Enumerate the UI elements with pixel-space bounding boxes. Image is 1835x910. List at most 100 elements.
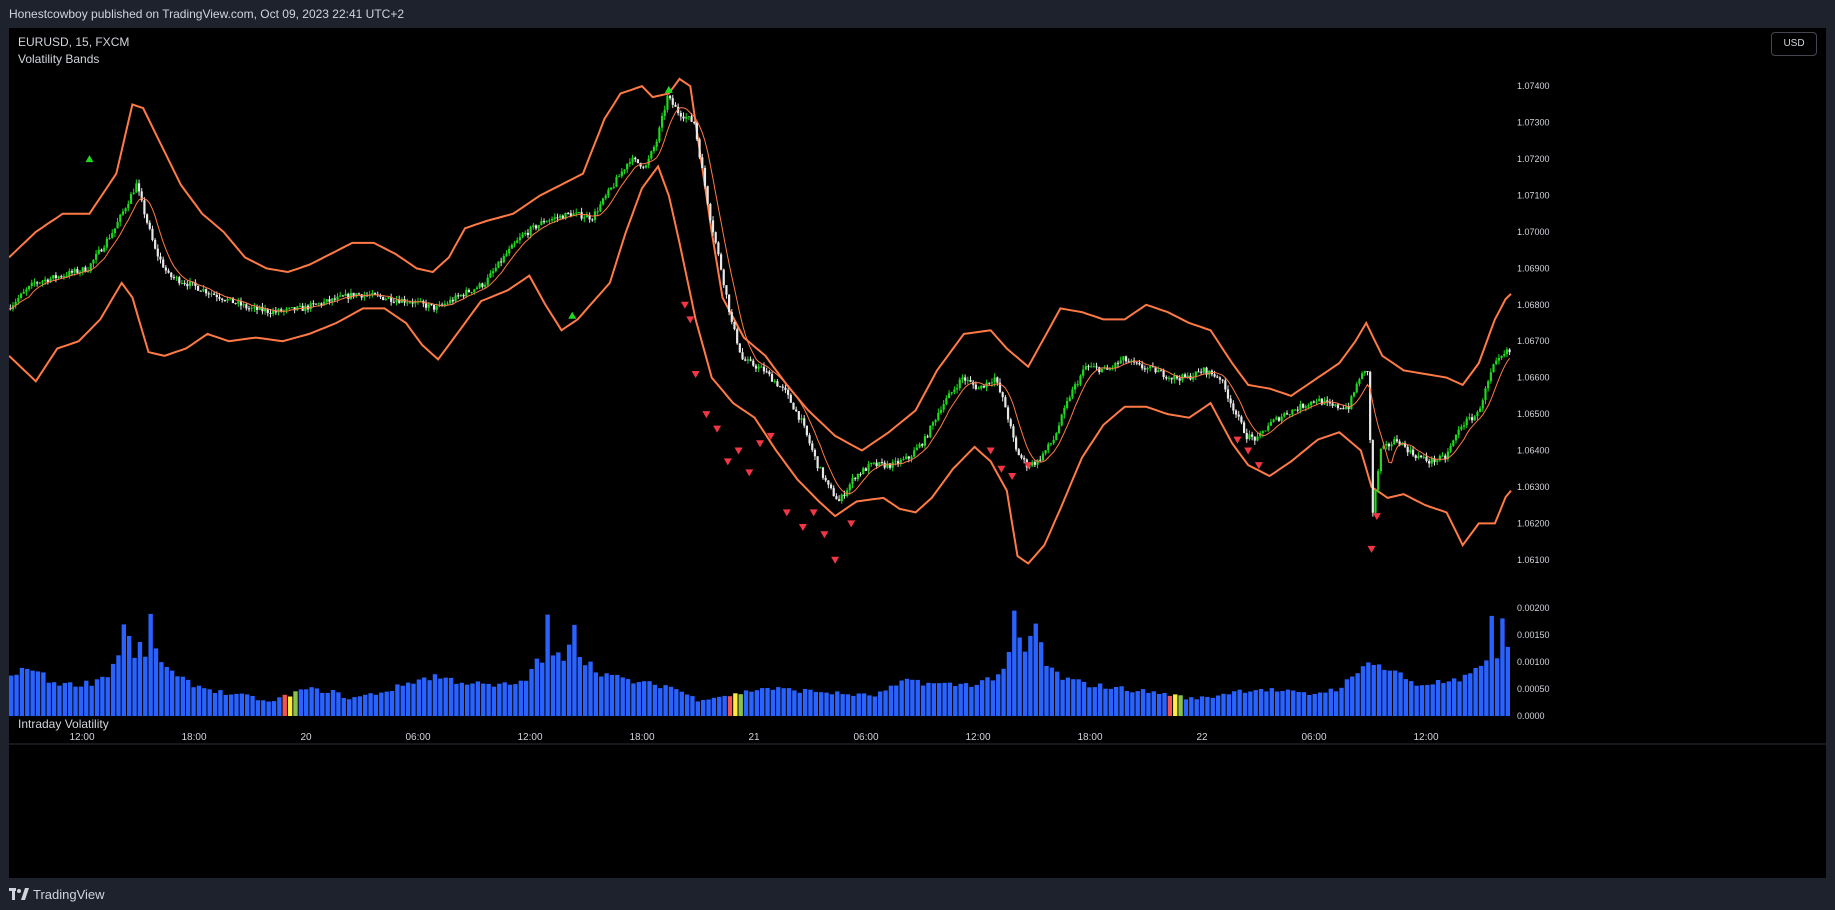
candle-body xyxy=(1441,455,1444,457)
candle-body xyxy=(459,294,462,297)
candle-body xyxy=(54,275,57,279)
candle-body xyxy=(253,306,256,308)
candle-body xyxy=(1251,434,1254,437)
candle-body xyxy=(526,232,530,236)
candle-body xyxy=(1403,443,1407,447)
candle-body xyxy=(789,394,792,403)
currency-button[interactable]: USD xyxy=(1771,32,1817,56)
candle-body xyxy=(821,467,825,478)
candle-body xyxy=(148,222,151,229)
volatility-bar xyxy=(625,679,631,716)
candle-body xyxy=(387,297,390,299)
candle-body xyxy=(797,411,800,420)
volatility-bar xyxy=(416,679,422,716)
candle-body xyxy=(824,477,827,481)
candle-body xyxy=(1417,455,1420,459)
volatility-bar xyxy=(663,685,668,716)
legend-volatility[interactable]: Intraday Volatility xyxy=(18,717,109,731)
legend-indicator[interactable]: Volatility Bands xyxy=(18,52,100,66)
volatility-bar xyxy=(1312,694,1317,716)
time-tick-label: 18:00 xyxy=(1077,732,1102,743)
volatility-bar xyxy=(770,689,776,716)
chart-canvas[interactable]: 1.07400 1.07300 1.07200 1.07100 1.07000 1.069… xyxy=(9,28,1826,878)
chart-area[interactable]: 1.07400 1.07300 1.07200 1.07100 1.07000 1.069… xyxy=(9,28,1826,878)
candle-body xyxy=(349,292,353,299)
candle-body xyxy=(542,220,546,223)
candle-body xyxy=(360,294,363,298)
volatility-bar xyxy=(1478,665,1484,716)
legend-symbol[interactable]: EURUSD, 15, FXCM xyxy=(18,35,130,49)
candle-body xyxy=(1108,368,1112,370)
volatility-bar xyxy=(411,683,416,716)
candle-body xyxy=(677,106,680,114)
candle-body xyxy=(1079,375,1082,385)
tradingview-logo[interactable]: TradingView xyxy=(9,885,105,903)
candle-body xyxy=(1001,392,1004,398)
candle-body xyxy=(856,473,859,479)
candle-body xyxy=(1068,397,1071,401)
volatility-bar xyxy=(304,689,309,716)
candle-body xyxy=(650,151,653,159)
volatility-bar xyxy=(1446,681,1451,716)
volatility-bar xyxy=(137,642,143,716)
volatility-bar xyxy=(330,690,336,716)
candle-body xyxy=(1031,462,1034,466)
volatility-bar xyxy=(1269,688,1274,716)
candle-body xyxy=(1366,371,1369,373)
candle-body xyxy=(722,269,725,286)
volatility-bar xyxy=(1291,690,1296,716)
candle-body xyxy=(1213,374,1216,377)
volatility-bar xyxy=(320,692,325,716)
volatility-bar xyxy=(1049,667,1055,716)
candle-body xyxy=(446,303,449,305)
volatility-bar xyxy=(164,667,169,716)
candle-body xyxy=(481,283,484,287)
candle-body xyxy=(805,425,808,436)
candle-body xyxy=(317,303,320,305)
candle-body xyxy=(749,359,752,361)
candle-body xyxy=(1379,448,1382,472)
volatility-bar xyxy=(1081,681,1087,716)
candle-body xyxy=(556,217,559,219)
candle-body xyxy=(1385,443,1388,446)
volatility-bar xyxy=(550,655,556,716)
candle-body xyxy=(736,329,739,344)
candle-body xyxy=(199,290,202,292)
price-tick-label: 1.06100 xyxy=(1517,555,1550,565)
candle-body xyxy=(1023,457,1026,460)
volatility-bar xyxy=(561,660,566,716)
candle-body xyxy=(280,309,283,312)
candle-body xyxy=(1074,384,1077,390)
volatility-bar xyxy=(711,697,717,716)
candle-body xyxy=(1339,408,1342,410)
volatility-bar xyxy=(652,684,658,716)
candle-body xyxy=(1183,374,1187,378)
volatility-bar xyxy=(475,681,481,716)
candle-body xyxy=(1119,360,1122,364)
candle-body xyxy=(1170,377,1173,380)
candle-body xyxy=(1143,368,1146,370)
volatility-bar xyxy=(840,694,845,716)
volatility-bar xyxy=(899,680,904,716)
candle-body xyxy=(744,359,747,361)
candle-body xyxy=(1060,414,1063,426)
candle-body xyxy=(194,282,197,286)
volatility-bar xyxy=(1124,691,1130,716)
volatility-bar xyxy=(1435,680,1441,716)
sell-signal-marker xyxy=(1008,473,1017,480)
candle-body xyxy=(382,296,385,300)
candle-body xyxy=(30,282,33,287)
volatility-bar xyxy=(942,682,947,716)
volatility-bar xyxy=(1178,695,1183,716)
volatility-bar xyxy=(856,693,861,716)
volatility-bar xyxy=(1451,678,1457,716)
volatility-bar xyxy=(1387,670,1392,716)
price-tick-label: 1.06500 xyxy=(1517,409,1550,419)
volatility-bar xyxy=(1215,695,1221,716)
candle-body xyxy=(773,381,776,383)
candle-body xyxy=(320,303,323,305)
candle-body xyxy=(234,303,237,305)
time-tick-label: 12:00 xyxy=(1413,732,1438,743)
candle-body xyxy=(585,215,589,218)
candle-body xyxy=(143,200,146,215)
